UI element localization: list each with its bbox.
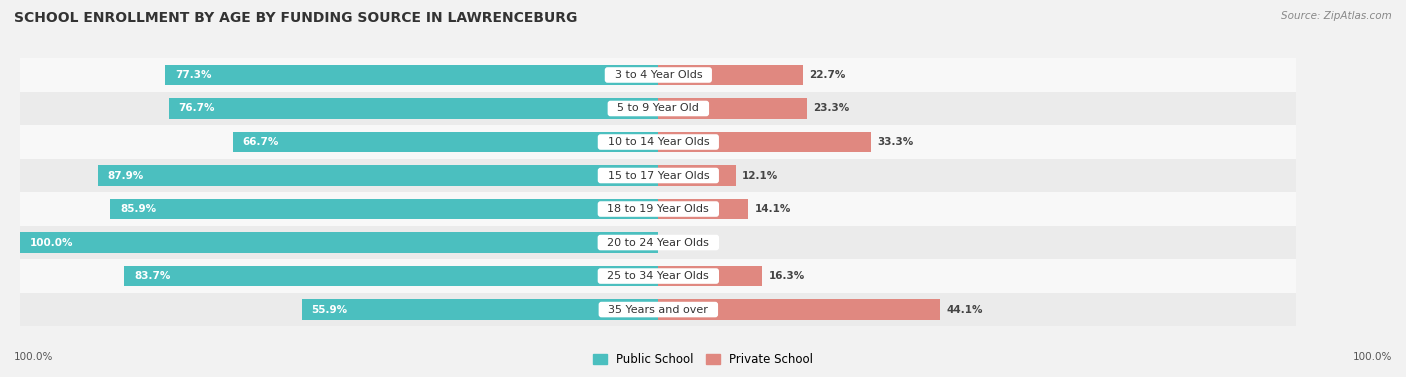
Text: 22.7%: 22.7% xyxy=(810,70,846,80)
Bar xyxy=(658,199,748,219)
Text: 66.7%: 66.7% xyxy=(242,137,278,147)
Text: SCHOOL ENROLLMENT BY AGE BY FUNDING SOURCE IN LAWRENCEBURG: SCHOOL ENROLLMENT BY AGE BY FUNDING SOUR… xyxy=(14,11,578,25)
Bar xyxy=(21,159,1296,192)
Text: 77.3%: 77.3% xyxy=(174,70,211,80)
Text: 23.3%: 23.3% xyxy=(813,104,849,113)
Bar xyxy=(658,98,807,119)
Text: 25 to 34 Year Olds: 25 to 34 Year Olds xyxy=(600,271,716,281)
Bar xyxy=(124,266,658,287)
Bar xyxy=(21,232,658,253)
Text: 83.7%: 83.7% xyxy=(134,271,170,281)
Bar xyxy=(21,259,1296,293)
Text: 0.0%: 0.0% xyxy=(665,238,693,248)
Text: 35 Years and over: 35 Years and over xyxy=(602,305,716,314)
Text: 76.7%: 76.7% xyxy=(179,104,215,113)
Bar xyxy=(111,199,658,219)
Bar xyxy=(658,165,735,186)
Bar xyxy=(166,64,658,85)
Text: 85.9%: 85.9% xyxy=(120,204,156,214)
Bar xyxy=(21,192,1296,226)
Bar xyxy=(658,64,803,85)
Text: 12.1%: 12.1% xyxy=(742,170,778,181)
Text: 33.3%: 33.3% xyxy=(877,137,914,147)
Text: 100.0%: 100.0% xyxy=(30,238,73,248)
Bar xyxy=(233,132,658,152)
Text: 15 to 17 Year Olds: 15 to 17 Year Olds xyxy=(600,170,716,181)
Text: 87.9%: 87.9% xyxy=(107,170,143,181)
Bar xyxy=(21,226,1296,259)
Bar xyxy=(302,299,658,320)
Text: 55.9%: 55.9% xyxy=(311,305,347,314)
Text: 20 to 24 Year Olds: 20 to 24 Year Olds xyxy=(600,238,716,248)
Text: 3 to 4 Year Olds: 3 to 4 Year Olds xyxy=(607,70,709,80)
Text: 100.0%: 100.0% xyxy=(14,352,53,362)
Bar xyxy=(21,92,1296,125)
Text: 5 to 9 Year Old: 5 to 9 Year Old xyxy=(610,104,706,113)
Bar xyxy=(21,125,1296,159)
Text: 44.1%: 44.1% xyxy=(946,305,983,314)
Text: 14.1%: 14.1% xyxy=(755,204,792,214)
Text: 100.0%: 100.0% xyxy=(1353,352,1392,362)
Text: Source: ZipAtlas.com: Source: ZipAtlas.com xyxy=(1281,11,1392,21)
Bar xyxy=(97,165,658,186)
Bar xyxy=(658,266,762,287)
Text: 16.3%: 16.3% xyxy=(769,271,806,281)
Text: 18 to 19 Year Olds: 18 to 19 Year Olds xyxy=(600,204,716,214)
Bar xyxy=(21,58,1296,92)
Bar xyxy=(658,299,939,320)
Bar xyxy=(658,132,870,152)
Bar xyxy=(169,98,658,119)
Legend: Public School, Private School: Public School, Private School xyxy=(588,349,818,371)
Text: 10 to 14 Year Olds: 10 to 14 Year Olds xyxy=(600,137,716,147)
Bar xyxy=(21,293,1296,326)
